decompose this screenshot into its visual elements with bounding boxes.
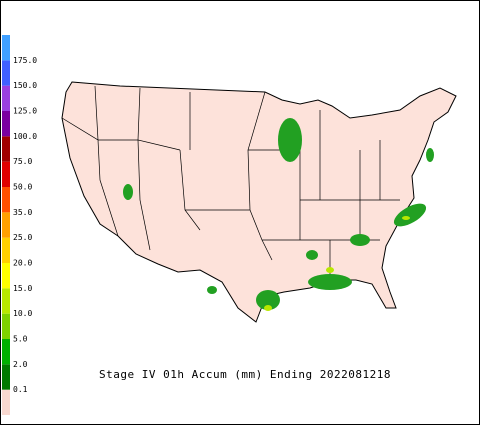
precip-area: [306, 250, 318, 260]
map: [61, 81, 457, 323]
legend-swatch: [2, 313, 10, 339]
legend-swatch: [2, 136, 10, 162]
legend-label: 2.0: [13, 360, 28, 369]
precip-area: [207, 286, 217, 294]
legend-swatch: [2, 237, 10, 263]
legend-swatch: [2, 187, 10, 213]
precip-area: [426, 148, 434, 162]
legend-label: 25.0: [13, 233, 32, 242]
legend-label: 175.0: [13, 56, 37, 65]
legend-swatch: [2, 364, 10, 390]
legend-label: 20.0: [13, 259, 32, 268]
legend-swatch: [2, 263, 10, 289]
precip-area: [264, 305, 272, 311]
legend-swatch: [2, 339, 10, 365]
legend-swatch: [2, 288, 10, 314]
precip-areas: [123, 118, 434, 310]
legend-label: 15.0: [13, 284, 32, 293]
legend-swatch: [2, 389, 10, 415]
us-outline: [61, 81, 457, 323]
legend-label: 150.0: [13, 81, 37, 90]
precip-area: [308, 274, 352, 290]
legend-label: 10.0: [13, 309, 32, 318]
precip-area: [393, 203, 427, 227]
legend-swatch: [2, 60, 10, 86]
precip-area: [123, 184, 133, 200]
precip-area: [278, 118, 302, 162]
legend-swatch: [2, 111, 10, 137]
precip-area: [350, 234, 370, 246]
legend-label: 125.0: [13, 107, 37, 116]
legend-swatch: [2, 212, 10, 238]
legend-swatch: [2, 35, 10, 61]
legend-label: 5.0: [13, 335, 28, 344]
legend-label: 50.0: [13, 183, 32, 192]
legend-label: 0.1: [13, 385, 28, 394]
precip-heavy: [264, 216, 410, 311]
legend-label: 75.0: [13, 157, 32, 166]
precip-area: [326, 267, 334, 273]
legend-swatch: [2, 161, 10, 187]
legend-label: 100.0: [13, 132, 37, 141]
legend-label: 35.0: [13, 208, 32, 217]
legend: 0.1 2.0 5.0 10.0 15.0 20.0 25.0 35.0 50.0 75.0 100…: [2, 35, 37, 415]
caption: Stage IV 01h Accum (mm) Ending 202208121…: [99, 368, 391, 381]
legend-swatch: [2, 85, 10, 111]
precip-area: [256, 290, 280, 310]
precip-area: [402, 216, 410, 220]
